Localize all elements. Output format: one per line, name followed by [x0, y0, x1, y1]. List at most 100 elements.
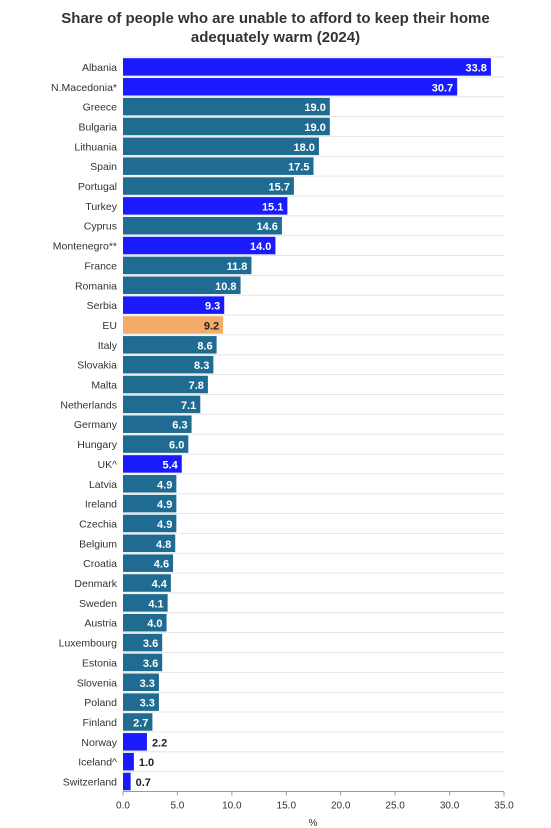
value-label: 2.7: [133, 717, 148, 729]
bar: [123, 157, 314, 175]
bar: [123, 752, 134, 771]
chart-title-line-1: Share of people who are unable to afford…: [61, 10, 490, 27]
value-label: 10.8: [215, 281, 236, 293]
value-label: 6.0: [169, 440, 184, 452]
bar: [123, 673, 159, 692]
value-label: 6.3: [172, 420, 187, 432]
value-label: 2.2: [152, 737, 167, 749]
category-label: UK^: [97, 459, 117, 471]
chart-title: Share of people who are unable to afford…: [0, 9, 551, 47]
category-label: Belgium: [79, 538, 117, 550]
category-label: Portugal: [78, 181, 117, 193]
bar: [123, 78, 458, 96]
category-labels: Albania N.Macedonia* Greece Bulgaria Lithuan…: [51, 62, 118, 789]
x-tick-label: 35.0: [494, 800, 514, 811]
bar: [123, 316, 224, 334]
value-label: 4.9: [157, 479, 172, 491]
bar: [123, 713, 153, 731]
value-label: 4.0: [147, 618, 162, 630]
value-label: 5.4: [162, 459, 178, 471]
value-labels: 33.8 30.7 19.0 19.0 18.0 17.5 15.7 15.1 14.6 14.0…: [133, 62, 487, 789]
value-label: 4.4: [152, 579, 168, 591]
category-label: Romania: [75, 280, 117, 292]
value-label: 3.3: [140, 698, 155, 710]
value-label: 1.0: [139, 757, 154, 769]
bar: [123, 177, 294, 195]
value-label: 4.9: [157, 499, 172, 511]
bar: [123, 355, 214, 374]
value-label: 18.0: [294, 142, 315, 154]
category-label: Italy: [98, 340, 118, 352]
category-label: Czechia: [79, 518, 117, 530]
value-label: 30.7: [432, 82, 453, 94]
category-label: Sweden: [79, 598, 117, 610]
value-label: 3.6: [143, 658, 158, 670]
category-label: Latvia: [89, 479, 117, 491]
x-tick-label: 0.0: [116, 800, 130, 811]
category-label: Serbia: [87, 300, 118, 312]
bar: [123, 613, 167, 632]
bar: [123, 653, 163, 672]
category-label: France: [84, 260, 117, 272]
value-label: 3.6: [143, 638, 158, 650]
bar: [123, 772, 131, 791]
value-label: 9.2: [204, 320, 219, 332]
category-label: Hungary: [77, 439, 117, 451]
category-label: Cyprus: [84, 221, 117, 233]
category-label: Slovakia: [77, 360, 117, 372]
value-label: 0.7: [136, 777, 151, 789]
value-label: 7.8: [189, 380, 204, 392]
x-tick-label: 15.0: [277, 800, 297, 811]
category-label: Switzerland: [63, 777, 117, 789]
bar: [123, 693, 159, 711]
category-label: Spain: [90, 161, 117, 173]
bar: [123, 97, 330, 116]
bar: [123, 117, 330, 136]
bar: [123, 514, 177, 533]
bar: [123, 336, 217, 354]
category-label: Iceland^: [78, 757, 117, 769]
category-label: EU: [102, 320, 117, 332]
bar: [123, 574, 171, 592]
bar: [123, 534, 176, 553]
value-label: 17.5: [288, 162, 309, 174]
category-label: Greece: [83, 102, 118, 114]
bar: [123, 375, 208, 394]
x-axis: 0.0 5.0 10.0 15.0 20.0 25.0 30.0 35.0: [116, 790, 514, 811]
bar: [123, 58, 491, 76]
bar: [123, 554, 174, 572]
bar: [123, 475, 177, 493]
category-label: Ireland: [85, 499, 117, 511]
category-label: Slovenia: [77, 677, 117, 689]
x-tick-label: 20.0: [331, 800, 351, 811]
value-label: 7.1: [181, 400, 196, 412]
category-label: Montenegro**: [53, 241, 117, 253]
bar: [123, 733, 147, 751]
value-label: 4.6: [154, 559, 169, 571]
grid-lines: [123, 56, 504, 792]
category-label: Denmark: [74, 578, 117, 590]
bar: [123, 256, 252, 275]
x-tick-label: 5.0: [170, 800, 184, 811]
value-label: 11.8: [227, 261, 248, 273]
category-label: Norway: [81, 737, 117, 749]
category-label: Lithuania: [74, 141, 117, 153]
bar: [123, 455, 182, 473]
bar: [123, 276, 241, 295]
x-tick-label: 10.0: [222, 800, 242, 811]
value-label: 19.0: [304, 102, 325, 114]
value-label: 4.8: [156, 539, 171, 551]
bar: [123, 395, 201, 414]
category-label: Finland: [83, 717, 118, 729]
bar: [123, 137, 319, 156]
value-label: 9.3: [205, 301, 220, 313]
value-label: 4.1: [148, 598, 163, 610]
x-tick-label: 25.0: [385, 800, 405, 811]
category-label: Malta: [91, 380, 117, 392]
bar: [123, 216, 282, 235]
category-label: Luxembourg: [59, 638, 118, 650]
value-label: 14.0: [250, 241, 271, 253]
value-label: 14.6: [257, 221, 278, 233]
x-axis-label: %: [309, 818, 318, 828]
